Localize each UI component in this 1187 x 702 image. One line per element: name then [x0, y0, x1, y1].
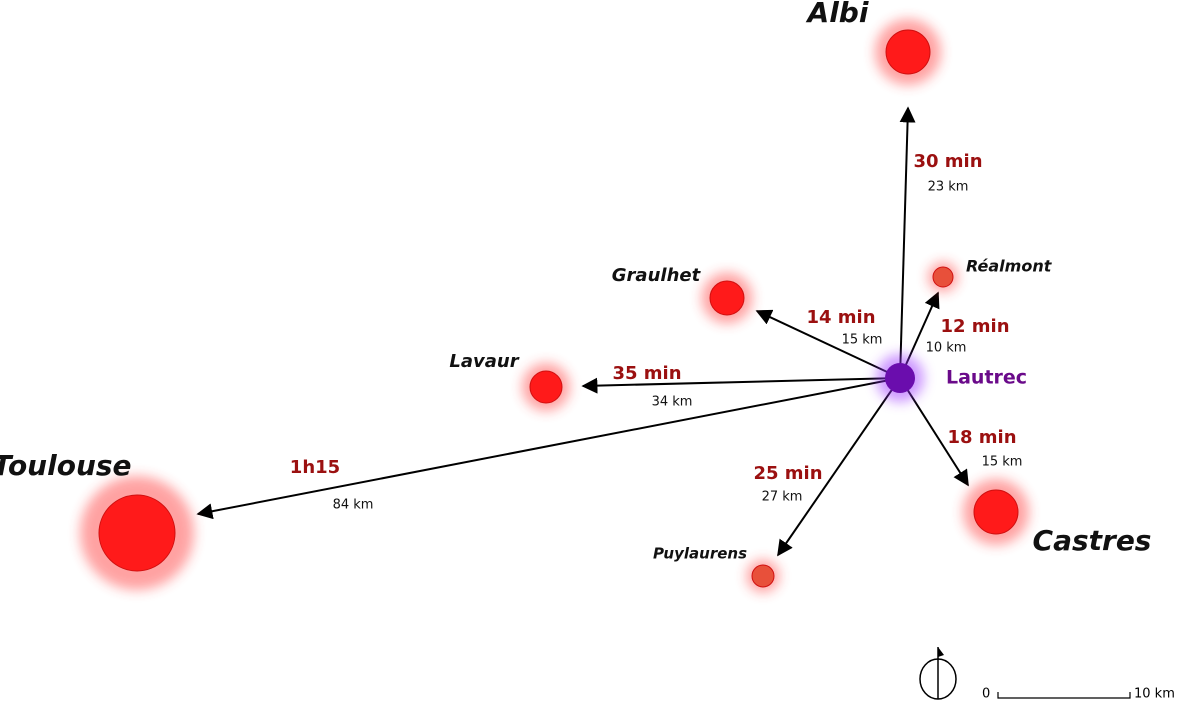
town-label: Lavaur: [449, 351, 519, 372]
town-dot: [751, 564, 775, 588]
travel-distance: 84 km: [333, 498, 374, 513]
town-dot: [98, 494, 176, 572]
travel-distance: 10 km: [926, 341, 967, 356]
scale-end: 10 km: [1134, 687, 1175, 702]
town-label: Castres: [1033, 524, 1152, 557]
travel-distance: 27 km: [762, 490, 803, 505]
travel-time: 1h15: [290, 457, 340, 478]
center-dot: [885, 363, 915, 393]
travel-distance: 15 km: [982, 455, 1023, 470]
route-arrow: [581, 377, 901, 394]
travel-time: 14 min: [806, 307, 875, 328]
town-label: Graulhet: [612, 265, 702, 286]
scale-start: 0: [982, 687, 990, 702]
town-dot: [529, 370, 563, 404]
towns: Albi 30 min 23 km Réalmont 12 min 10 km Graulh…: [0, 0, 1151, 593]
north-arrow: [919, 647, 957, 700]
travel-distance: 34 km: [652, 395, 693, 410]
center-label: Lautrec: [946, 367, 1027, 389]
travel-time: 30 min: [913, 151, 982, 172]
travel-distance: 23 km: [928, 180, 969, 195]
travel-distance: 15 km: [842, 333, 883, 348]
town-dot: [885, 29, 931, 75]
town-dot: [973, 489, 1019, 535]
town-label: Puylaurens: [653, 545, 747, 563]
route-arrow: [777, 377, 901, 557]
route-arrow: [196, 377, 901, 520]
scale-bar: [997, 692, 1131, 699]
travel-time: 35 min: [612, 363, 681, 384]
town-dot: [932, 266, 954, 288]
town-label: Albi: [806, 0, 869, 29]
travel-time: 25 min: [753, 463, 822, 484]
route-arrow: [755, 309, 901, 379]
town-dot: [709, 280, 745, 316]
travel-time: 18 min: [947, 427, 1016, 448]
travel-time: 12 min: [940, 316, 1009, 337]
routes: [196, 106, 969, 557]
route-arrow: [899, 106, 916, 379]
town-label: Toulouse: [0, 449, 132, 482]
town-label: Réalmont: [966, 257, 1053, 276]
